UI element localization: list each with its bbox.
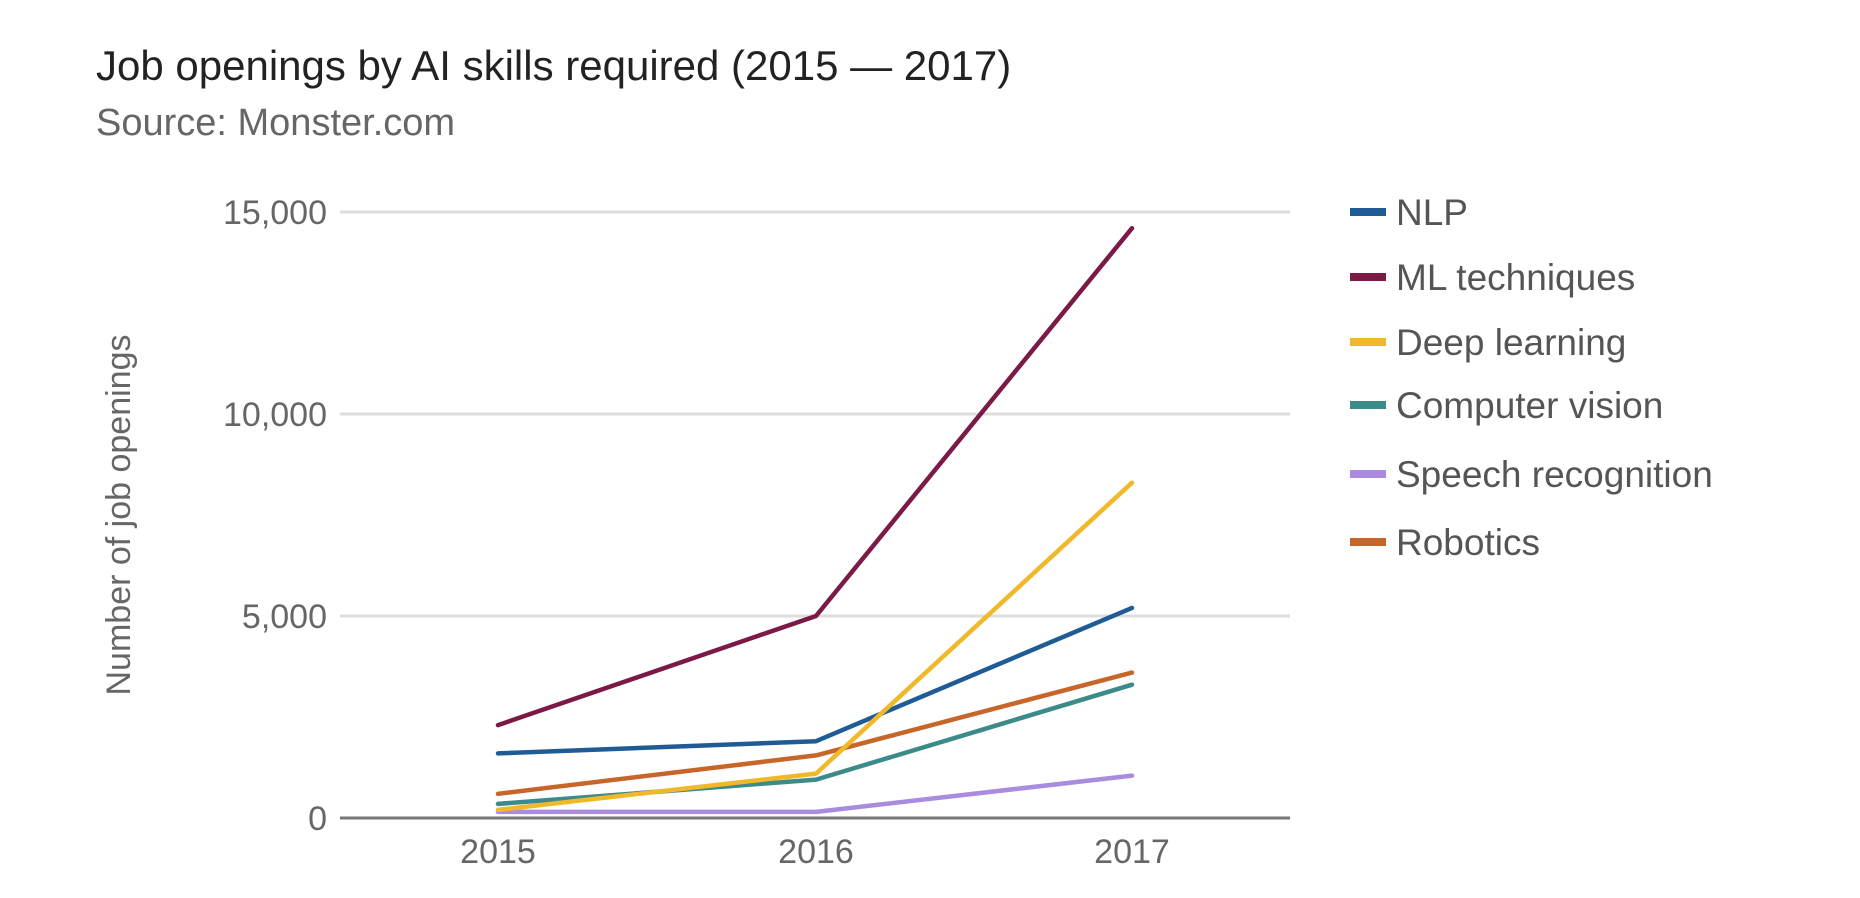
legend-swatch	[1350, 208, 1386, 216]
legend-label: Speech recognition	[1396, 454, 1713, 495]
legend-label: ML techniques	[1396, 257, 1635, 298]
series-line	[495, 480, 1135, 813]
legend-swatch	[1350, 401, 1386, 409]
chart-subtitle: Source: Monster.com	[96, 102, 455, 144]
y-tick-label: 10,000	[223, 396, 327, 434]
x-axis-ticks: 2015 2016 2017	[460, 833, 1170, 871]
y-tick-label: 5,000	[242, 598, 327, 636]
y-tick-label: 0	[308, 800, 327, 838]
x-tick-label: 2015	[460, 833, 536, 871]
series-line	[495, 225, 1135, 728]
legend-swatch	[1350, 538, 1386, 546]
chart-title: Job openings by AI skills required (2015…	[96, 42, 1011, 89]
legend-label: Deep learning	[1396, 322, 1626, 363]
legend: NLP ML techniques Deep learning Computer vi…	[1350, 192, 1713, 563]
x-tick-label: 2016	[778, 833, 854, 871]
legend-swatch	[1350, 338, 1386, 346]
y-tick-label: 15,000	[223, 194, 327, 232]
legend-swatch	[1350, 273, 1386, 281]
y-axis-label: Number of job openings	[100, 334, 138, 695]
legend-label: Computer vision	[1396, 385, 1663, 426]
y-axis-ticks: 0 5,000 10,000 15,000	[223, 194, 327, 838]
series-line	[495, 605, 1135, 756]
gridlines	[340, 210, 1290, 820]
x-tick-label: 2017	[1094, 833, 1170, 871]
series-line	[495, 773, 1135, 815]
legend-swatch	[1350, 470, 1386, 478]
series-line	[495, 670, 1135, 797]
series-lines	[495, 225, 1135, 815]
legend-label: NLP	[1396, 192, 1468, 233]
legend-label: Robotics	[1396, 522, 1540, 563]
